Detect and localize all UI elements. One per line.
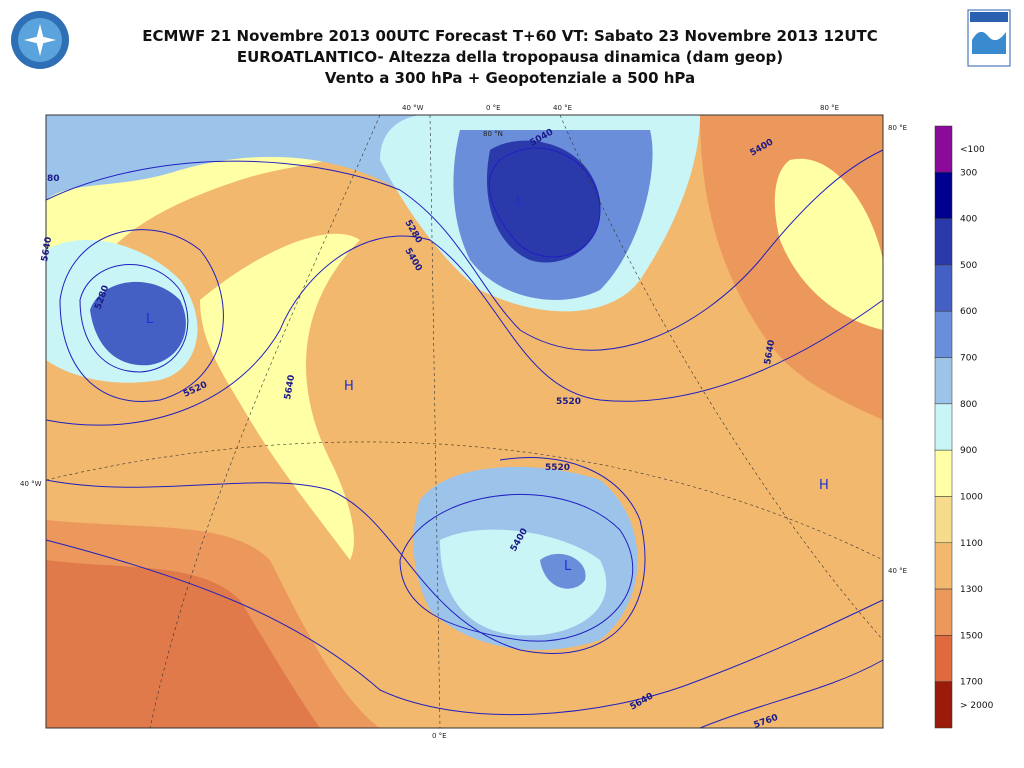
contour-label: 80 [47, 174, 60, 184]
graticule-label: 0 °E [432, 732, 447, 740]
legend-swatch [934, 542, 953, 590]
graticule-label: 40 °W [20, 480, 42, 488]
legend-label: 1000 [960, 492, 983, 502]
pressure-center: H [344, 379, 354, 394]
contour-label: 5640 [763, 339, 777, 365]
legend-label: 500 [960, 261, 977, 271]
legend-swatch [934, 310, 953, 358]
legend-swatch [934, 681, 953, 729]
pressure-center: H [819, 478, 829, 493]
contour-label: 5640 [40, 236, 54, 262]
legend-swatch [934, 449, 953, 497]
graticule-label: 0 °E [486, 104, 501, 112]
pressure-center: L [564, 559, 572, 574]
legend-swatch [934, 264, 953, 312]
legend-label: 700 [960, 354, 977, 364]
legend-swatch [934, 403, 953, 451]
logo-right [967, 9, 1011, 67]
legend-swatch [934, 635, 953, 682]
contour-label: 5520 [545, 463, 570, 473]
legend-label: 400 [960, 215, 977, 225]
legend-label: <100 [960, 145, 985, 155]
legend-swatch [934, 125, 953, 173]
legend-swatch [934, 218, 953, 266]
title-line: EUROATLANTICO- Altezza della tropopausa … [237, 48, 783, 66]
contour-label: 5640 [283, 374, 297, 400]
title-line: ECMWF 21 Novembre 2013 00UTC Forecast T+… [142, 27, 878, 45]
graticule-label: 80 °E [820, 104, 839, 112]
title-line: Vento a 300 hPa + Geopotenziale a 500 hP… [325, 69, 695, 87]
graticule-label: 80 °E [888, 124, 907, 132]
contour-label: 5520 [556, 397, 581, 407]
color-legend: <100 300 400 500 600 700 800 900 1000 1100 1300 150… [934, 125, 994, 729]
legend-label: > 2000 [960, 701, 994, 711]
legend-swatch [934, 357, 953, 405]
legend-swatch [934, 588, 953, 636]
legend-label: 800 [960, 400, 977, 410]
graticule-label: 40 °W [402, 104, 424, 112]
pressure-center: L [146, 312, 154, 327]
legend-label: 300 [960, 168, 977, 178]
graticule-label: 40 °E [888, 567, 907, 575]
legend-swatch [934, 496, 953, 544]
graticule-label: 80 °N [483, 130, 503, 138]
logo-left [11, 11, 69, 69]
map [45, 114, 884, 729]
legend-label: 900 [960, 446, 977, 456]
legend-label: 600 [960, 307, 977, 317]
graticule-label: 40 °E [553, 104, 572, 112]
pressure-center: L [516, 194, 524, 209]
legend-label: 1500 [960, 631, 983, 641]
legend-label: 1700 [960, 678, 983, 688]
legend-label: 1300 [960, 585, 983, 595]
legend-swatch [934, 172, 953, 219]
legend-label: 1100 [960, 539, 983, 549]
